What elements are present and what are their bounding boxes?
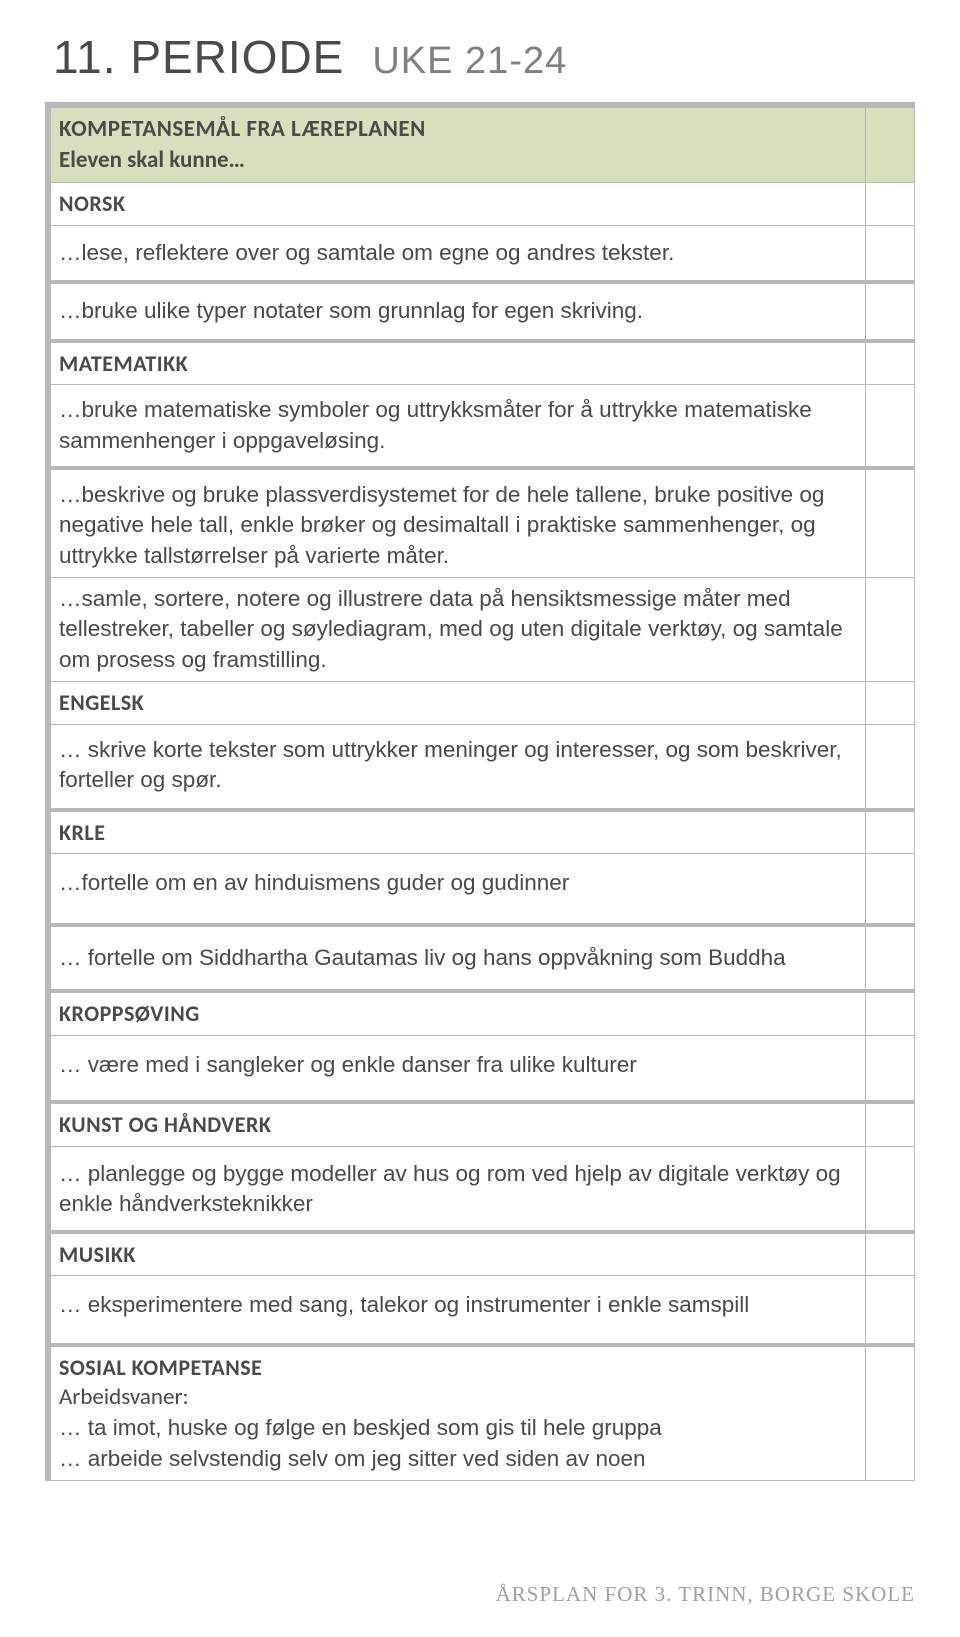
period-label: 11. PERIODE [53,30,344,84]
krle-heading: KRLE [51,812,866,854]
page-title-row: 11. PERIODE UKE 21-24 [45,30,915,84]
kunst-item1: … planlegge og bygge modeller av hus og … [59,1159,855,1220]
kunst-heading-row: KUNST OG HÅNDVERK [51,1104,914,1147]
kroppsoving-item1-cell: … være med i sangleker og enkle danser f… [51,1036,866,1100]
matematikk-item2: …beskrive og bruke plassverdisystemet fo… [59,480,855,571]
empty-cell [866,183,914,225]
empty-cell [866,812,914,854]
krle-item1: …fortelle om en av hinduismens guder og … [59,868,855,898]
header-cell: KOMPETANSEMÅL FRA LÆREPLANEN Eleven skal… [51,108,866,182]
matematikk-item2-cell: …beskrive og bruke plassverdisystemet fo… [51,470,866,577]
musikk-item1-row: … eksperimentere med sang, talekor og in… [51,1276,914,1346]
kroppsoving-item1: … være med i sangleker og enkle danser f… [59,1050,855,1080]
empty-cell [866,927,914,989]
matematikk-heading: MATEMATIKK [51,343,866,385]
curriculum-table: KOMPETANSEMÅL FRA LÆREPLANEN Eleven skal… [45,102,915,1481]
kroppsoving-item1-row: … være med i sangleker og enkle danser f… [51,1036,914,1104]
matematikk-item3-cell: …samle, sortere, notere og illustrere da… [51,578,866,681]
krle-item2-row: … fortelle om Siddhartha Gautamas liv og… [51,927,914,993]
empty-cell [866,470,914,577]
matematikk-item1-cell: …bruke matematiske symboler og uttrykksm… [51,385,866,466]
norsk-item2-row: …bruke ulike typer notater som grunnlag … [51,284,914,342]
sosial-item1: … ta imot, huske og følge en beskjed som… [59,1413,855,1443]
krle-item1-cell: …fortelle om en av hinduismens guder og … [51,854,866,922]
norsk-item1-cell: …lese, reflektere over og samtale om egn… [51,226,866,280]
sosial-cell: SOSIAL KOMPETANSE Arbeidsvaner: … ta imo… [51,1347,866,1480]
empty-cell [866,1147,914,1230]
empty-cell [866,1347,914,1480]
page-footer: ÅRSPLAN FOR 3. TRINN, BORGE SKOLE [496,1582,915,1607]
matematikk-item1-row: …bruke matematiske symboler og uttrykksm… [51,385,914,470]
krle-item2-cell: … fortelle om Siddhartha Gautamas liv og… [51,927,866,989]
matematikk-item2-row: …beskrive og bruke plassverdisystemet fo… [51,470,914,578]
empty-cell [866,1104,914,1146]
engelsk-item1: … skrive korte tekster som uttrykker men… [59,735,855,796]
eleven-subtitle: Eleven skal kunne… [59,145,855,176]
empty-cell [866,284,914,338]
arbeidsvaner-label: Arbeidsvaner: [59,1382,855,1413]
musikk-item1-cell: … eksperimentere med sang, talekor og in… [51,1276,866,1342]
kroppsoving-heading-row: KROPPSØVING [51,993,914,1036]
kompetanse-title: KOMPETANSEMÅL FRA LÆREPLANEN [59,114,855,145]
empty-cell [866,993,914,1035]
kunst-item1-row: … planlegge og bygge modeller av hus og … [51,1147,914,1234]
engelsk-item1-row: … skrive korte tekster som uttrykker men… [51,725,914,812]
krle-heading-row: KRLE [51,812,914,855]
engelsk-heading-row: ENGELSK [51,682,914,725]
musikk-heading-row: MUSIKK [51,1234,914,1277]
empty-cell [866,226,914,280]
matematikk-item3: …samle, sortere, notere og illustrere da… [59,584,855,675]
norsk-heading: NORSK [51,183,866,225]
empty-cell [866,854,914,922]
norsk-item1-row: …lese, reflektere over og samtale om egn… [51,226,914,284]
empty-cell [866,343,914,385]
norsk-item2-cell: …bruke ulike typer notater som grunnlag … [51,284,866,338]
sosial-item2: … arbeide selvstendig selv om jeg sitter… [59,1444,855,1474]
kroppsoving-heading: KROPPSØVING [51,993,866,1035]
week-label: UKE 21-24 [372,40,567,83]
empty-cell [866,725,914,808]
empty-cell [866,578,914,681]
kunst-item1-cell: … planlegge og bygge modeller av hus og … [51,1147,866,1230]
engelsk-heading: ENGELSK [51,682,866,724]
norsk-item2: …bruke ulike typer notater som grunnlag … [59,296,855,326]
kunst-heading: KUNST OG HÅNDVERK [51,1104,866,1146]
header-empty [866,108,914,182]
empty-cell [866,1276,914,1342]
musikk-item1: … eksperimentere med sang, talekor og in… [59,1290,855,1320]
matematikk-item3-row: …samle, sortere, notere og illustrere da… [51,578,914,682]
empty-cell [866,385,914,466]
krle-item1-row: …fortelle om en av hinduismens guder og … [51,854,914,926]
norsk-heading-row: NORSK [51,183,914,226]
krle-item2: … fortelle om Siddhartha Gautamas liv og… [59,943,855,973]
engelsk-item1-cell: … skrive korte tekster som uttrykker men… [51,725,866,808]
musikk-heading: MUSIKK [51,1234,866,1276]
matematikk-item1: …bruke matematiske symboler og uttrykksm… [59,395,855,456]
page-container: 11. PERIODE UKE 21-24 KOMPETANSEMÅL FRA … [0,0,960,1511]
header-row: KOMPETANSEMÅL FRA LÆREPLANEN Eleven skal… [51,102,914,183]
empty-cell [866,1234,914,1276]
empty-cell [866,682,914,724]
sosial-heading: SOSIAL KOMPETANSE [59,1353,855,1383]
sosial-row: SOSIAL KOMPETANSE Arbeidsvaner: … ta imo… [51,1347,914,1481]
matematikk-heading-row: MATEMATIKK [51,343,914,386]
norsk-item1: …lese, reflektere over og samtale om egn… [59,238,855,268]
empty-cell [866,1036,914,1100]
